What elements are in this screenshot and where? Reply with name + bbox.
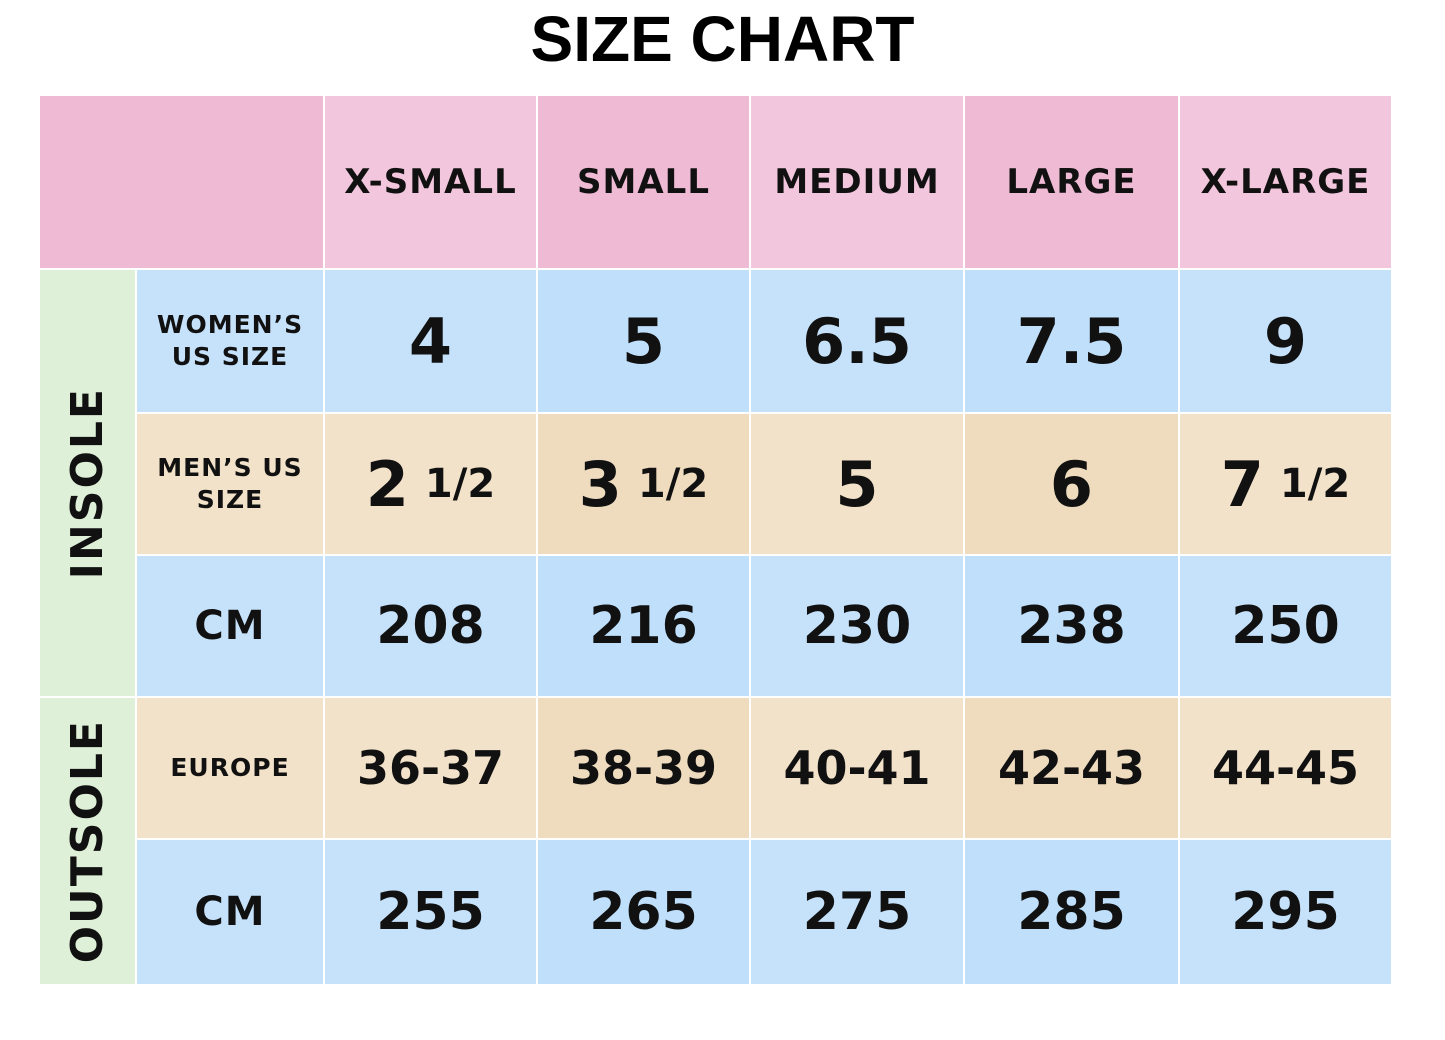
size-cell: 5 — [538, 270, 749, 412]
size-cell: 40-41 — [751, 698, 963, 838]
size-whole: 3 — [578, 447, 622, 521]
title: SIZE CHART — [530, 3, 915, 75]
size-cell: 216 — [538, 556, 749, 696]
size-cell: 208 — [325, 556, 536, 696]
size-cell: 9 — [1180, 270, 1391, 412]
size-cell: 42-43 — [965, 698, 1178, 838]
size-cell: 3 1/2 — [538, 414, 749, 554]
row-label: MEN’S US SIZE — [137, 414, 323, 554]
size-cell: 2 1/2 — [325, 414, 536, 554]
size-whole: 2 — [365, 447, 409, 521]
size-cell: 265 — [538, 840, 749, 984]
size-cell: 44-45 — [1180, 698, 1391, 838]
column-header: LARGE — [965, 96, 1178, 268]
corner-cell — [40, 96, 323, 268]
group-label-text: OUTSOLE — [62, 718, 113, 964]
column-header: MEDIUM — [751, 96, 963, 268]
size-table: X-SMALL SMALL MEDIUM LARGE X-LARGE INSOLE WOME… — [40, 96, 1391, 984]
group-label: INSOLE — [40, 270, 135, 696]
row-label: CM — [137, 840, 323, 984]
size-cell: 5 — [751, 414, 963, 554]
size-cell: 238 — [965, 556, 1178, 696]
size-cell: 6.5 — [751, 270, 963, 412]
size-fraction: 1/2 — [1279, 461, 1351, 507]
size-fraction: 1/2 — [637, 461, 709, 507]
size-cell: 7.5 — [965, 270, 1178, 412]
size-cell: 230 — [751, 556, 963, 696]
size-whole: 7 — [1220, 447, 1264, 521]
size-cell: 4 — [325, 270, 536, 412]
size-cell: 295 — [1180, 840, 1391, 984]
size-cell: 36-37 — [325, 698, 536, 838]
group-label-text: INSOLE — [62, 386, 113, 580]
size-fraction: 1/2 — [424, 461, 496, 507]
size-cell: 7 1/2 — [1180, 414, 1391, 554]
size-cell: 255 — [325, 840, 536, 984]
size-cell: 285 — [965, 840, 1178, 984]
size-cell: 275 — [751, 840, 963, 984]
column-header: SMALL — [538, 96, 749, 268]
size-cell: 250 — [1180, 556, 1391, 696]
row-label: WOMEN’S US SIZE — [137, 270, 323, 412]
size-cell: 6 — [965, 414, 1178, 554]
column-header: X-LARGE — [1180, 96, 1391, 268]
row-label: CM — [137, 556, 323, 696]
size-cell: 38-39 — [538, 698, 749, 838]
row-label: EUROPE — [137, 698, 323, 838]
group-label: OUTSOLE — [40, 698, 135, 984]
column-header: X-SMALL — [325, 96, 536, 268]
